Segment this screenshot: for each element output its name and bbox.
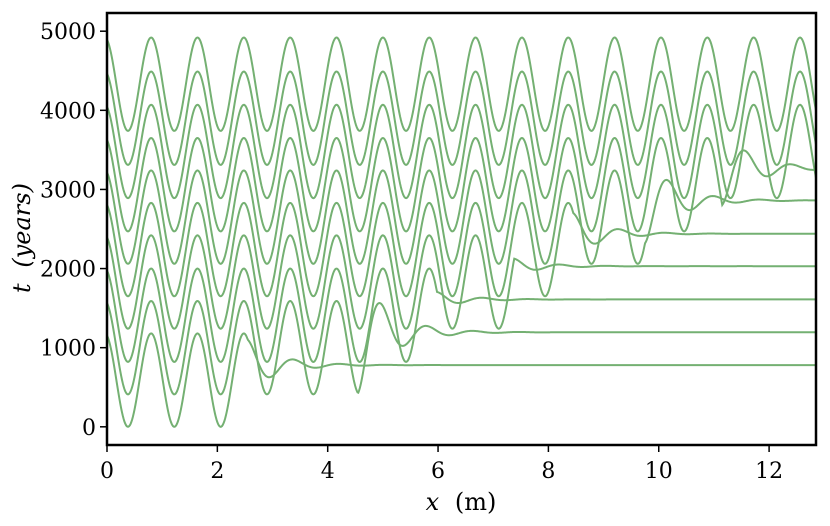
series-line-5 — [107, 201, 816, 298]
series-line-9 — [107, 70, 816, 166]
y-tick-label: 1000 — [40, 337, 96, 362]
x-tick-label: 6 — [431, 459, 445, 484]
ticks: 0 2 4 6 8 10 12 0 1000 2000 3000 4000 5000 — [40, 20, 783, 484]
y-axis-unit: (years) — [8, 183, 36, 268]
y-axis-label: t (years) — [8, 183, 36, 293]
x-tick-label: 8 — [541, 459, 555, 484]
x-tick-label: 10 — [645, 459, 673, 484]
x-tick-label: 12 — [755, 459, 783, 484]
x-axis-label: x (m) — [426, 488, 497, 516]
series-line-7 — [107, 136, 816, 233]
y-tick-label: 3000 — [40, 178, 96, 203]
series-line-3 — [107, 267, 816, 363]
y-tick-label: 0 — [82, 416, 96, 441]
y-tick-label: 4000 — [40, 99, 96, 124]
x-tick-label: 0 — [100, 459, 114, 484]
series-line-2 — [107, 299, 816, 396]
x-tick-label: 2 — [210, 459, 224, 484]
x-axis-variable: x — [426, 488, 440, 516]
series-lines — [107, 36, 816, 428]
series-line-4 — [107, 234, 816, 330]
series-line-1 — [107, 332, 816, 428]
y-tick-label: 5000 — [40, 20, 96, 45]
series-line-8 — [107, 103, 816, 200]
series-line-6 — [107, 169, 816, 265]
plot-frame — [105, 11, 818, 447]
series-line-10 — [107, 36, 816, 132]
x-axis-unit: (m) — [455, 488, 496, 516]
y-axis-variable: t — [8, 283, 36, 293]
x-tick-label: 4 — [321, 459, 335, 484]
y-tick-label: 2000 — [40, 258, 96, 283]
